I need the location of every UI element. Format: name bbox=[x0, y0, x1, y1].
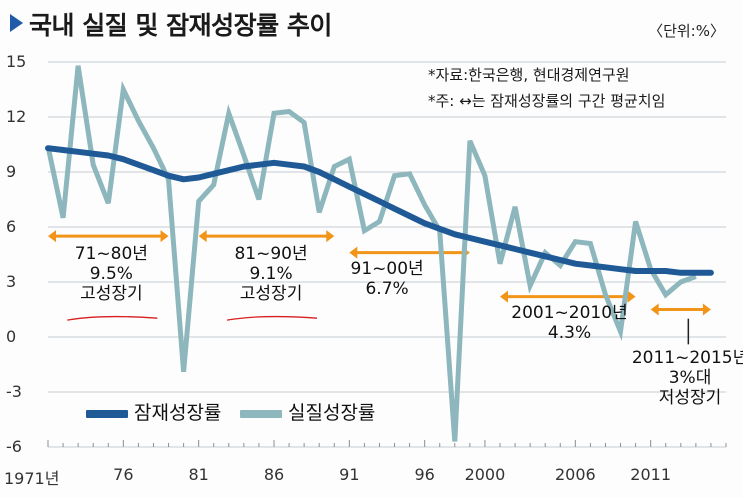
handwritten-underline bbox=[67, 315, 158, 321]
chart-title: 국내 실질 및 잠재성장률 추이 bbox=[10, 6, 332, 42]
arrowhead-icon bbox=[702, 303, 711, 316]
arrowhead-icon bbox=[349, 246, 358, 259]
x-tick-label: 2011 bbox=[630, 465, 672, 484]
series-line-real bbox=[45, 65, 697, 442]
period-annotation-line: 6.7% bbox=[365, 278, 409, 299]
arrowhead-icon bbox=[500, 290, 508, 303]
legend-label-real: 실질성장률 bbox=[288, 402, 376, 424]
y-tick-label: -6 bbox=[6, 437, 22, 456]
period-annotation-line: 4.3% bbox=[547, 322, 592, 343]
y-tick-label: 3 bbox=[6, 272, 17, 291]
y-tick-label: 6 bbox=[6, 217, 17, 236]
arrowhead-icon bbox=[627, 290, 636, 303]
y-tick-label: 15 bbox=[6, 52, 27, 71]
period-annotation: 2001~2010년 4.3% bbox=[511, 303, 627, 343]
period-annotation-line: 91~00년 bbox=[350, 258, 424, 279]
period-annotation: 71~80년 9.5% 고성장기 bbox=[75, 244, 148, 304]
period-annotation-line: 저성장기 bbox=[658, 388, 722, 408]
x-tick-label: 1971년 bbox=[4, 469, 60, 488]
x-tick-label: 2006 bbox=[554, 465, 596, 484]
legend-swatch-potential bbox=[86, 409, 128, 418]
handwritten-underline bbox=[226, 315, 318, 321]
arrowhead-icon bbox=[326, 230, 335, 243]
x-tick-label: 91 bbox=[339, 465, 360, 484]
period-annotation-line: 9.5% bbox=[89, 264, 133, 285]
period-annotation-line: 71~80년 bbox=[74, 244, 148, 265]
arrowhead-icon bbox=[650, 303, 659, 316]
legend-label-potential: 잠재성장률 bbox=[134, 402, 222, 424]
chart-title-text: 국내 실질 및 잠재성장률 추이 bbox=[29, 11, 332, 40]
period-annotation: 91~00년 6.7% bbox=[351, 259, 424, 299]
period-annotation: 2011~2015년 3%대 저성장기 bbox=[632, 348, 743, 408]
y-tick-label: 12 bbox=[6, 107, 27, 126]
arrowhead-icon bbox=[48, 230, 56, 243]
arrowhead-icon bbox=[160, 230, 169, 243]
x-tick-label: 96 bbox=[414, 465, 435, 484]
x-tick-label: 86 bbox=[263, 465, 285, 484]
legend-swatch-real bbox=[240, 409, 282, 418]
period-annotation-line: 3%대 bbox=[668, 368, 712, 388]
y-tick-label: 9 bbox=[6, 162, 17, 181]
range-note: *주: ↔는 잠재성장률의 구간 평균치임 bbox=[428, 92, 666, 110]
period-annotation: 81~90년 9.1% 고성장기 bbox=[234, 244, 307, 304]
period-annotation-line: 고성장기 bbox=[239, 284, 303, 305]
period-annotation-line: 2011~2015년 bbox=[631, 348, 743, 368]
y-tick-label: 0 bbox=[6, 327, 17, 346]
title-marker-icon bbox=[10, 14, 23, 32]
period-annotation-line: 고성장기 bbox=[80, 284, 143, 305]
period-annotation-line: 9.1% bbox=[249, 264, 293, 285]
period-annotation-line: 2001~2010년 bbox=[511, 302, 628, 323]
legend-item-potential: 잠재성장률 bbox=[86, 398, 221, 425]
legend-item-real: 실질성장률 bbox=[240, 398, 375, 425]
period-annotation-line: 81~90년 bbox=[234, 244, 308, 265]
x-tick-label: 2000 bbox=[464, 465, 506, 484]
x-tick-label: 76 bbox=[113, 465, 134, 484]
arrowhead-icon bbox=[198, 230, 207, 243]
unit-label: 〈단위:%〉 bbox=[648, 22, 725, 40]
y-tick-label: -3 bbox=[6, 382, 22, 401]
source-note: *자료:한국은행, 현대경제연구원 bbox=[428, 66, 630, 84]
x-tick-label: 81 bbox=[188, 465, 209, 484]
